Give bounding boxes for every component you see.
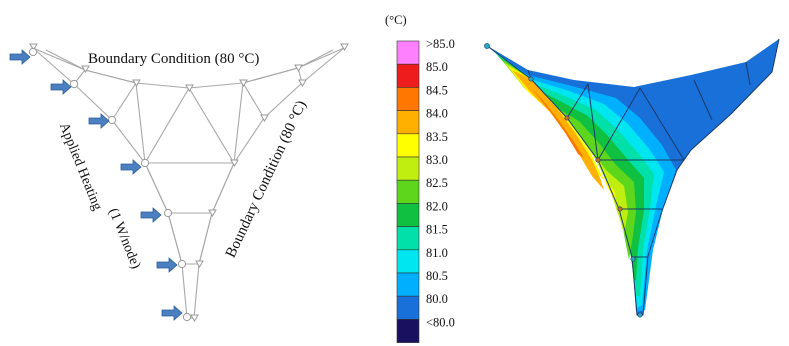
contour-member <box>597 87 641 161</box>
contour-nodes <box>484 43 643 318</box>
heated-node <box>107 115 117 125</box>
heat-arrow-icon <box>156 257 178 273</box>
legend-label: 82.5 <box>426 176 448 190</box>
legend-label: 80.5 <box>426 269 448 283</box>
right-boundary-label: Boundary Condition (80 °C) <box>223 98 310 260</box>
legend-unit: (°C) <box>385 13 407 27</box>
legend-swatch <box>396 133 420 158</box>
heated-node <box>163 208 173 218</box>
contour-outline <box>485 38 780 316</box>
support-triangle-icon <box>208 209 217 217</box>
legend-label: <80.0 <box>426 315 455 329</box>
support-triangle-icon <box>298 79 307 87</box>
heat-arrow-icon <box>120 159 142 175</box>
legend-swatch <box>396 249 420 274</box>
legend-swatch <box>396 40 420 65</box>
contour-node <box>528 76 534 82</box>
mesh-member <box>144 87 190 164</box>
temperature-contour <box>484 38 780 318</box>
heated-nodes <box>28 47 192 322</box>
heated-node <box>28 47 38 57</box>
support-triangle-icon <box>239 79 248 87</box>
heated-node <box>140 158 150 168</box>
contour-member <box>639 87 685 161</box>
heat-arrow-icon <box>140 207 162 223</box>
support-triangle-icon <box>81 65 90 73</box>
mesh-member <box>111 82 137 121</box>
mesh-member <box>188 87 235 164</box>
support-triangle-icon <box>185 84 194 92</box>
contour-node <box>617 206 623 212</box>
support-triangle-icon <box>230 159 239 167</box>
legend-label: 81.5 <box>426 223 448 237</box>
legend-swatch <box>396 179 420 204</box>
legend-swatch <box>396 110 420 135</box>
heated-node <box>182 312 192 322</box>
legend-label: >85.0 <box>426 37 455 51</box>
contour-node <box>484 43 490 49</box>
heat-arrow-icon <box>50 79 72 95</box>
support-triangle-icon <box>340 43 349 51</box>
legend-swatch <box>396 203 420 227</box>
top-boundary-label: Boundary Condition (80 °C) <box>88 51 259 67</box>
legend-swatch <box>396 63 420 88</box>
boundary-supports <box>29 43 349 322</box>
support-triangle-icon <box>29 43 38 51</box>
contour-member <box>745 61 751 86</box>
legend-label: 83.0 <box>426 153 448 167</box>
heat-arrow-icon <box>161 305 183 321</box>
heated-node <box>69 79 79 89</box>
support-triangle-icon <box>260 114 269 122</box>
support-triangle-icon <box>294 64 303 72</box>
legend-swatch <box>396 272 420 297</box>
legend-label: 82.0 <box>426 199 448 213</box>
support-triangle-icon <box>190 314 199 322</box>
heat-arrow-icon <box>88 113 110 129</box>
contour-member <box>566 83 589 119</box>
contour-band-84-0 <box>512 70 604 190</box>
legend-swatch <box>396 156 420 181</box>
legend-swatch <box>396 295 420 320</box>
legend-swatch <box>396 87 420 111</box>
contour-member <box>587 83 599 161</box>
legend-swatch <box>396 319 420 343</box>
heated-node <box>177 259 187 269</box>
legend-label: 80.0 <box>426 292 448 306</box>
contour-node <box>637 312 643 318</box>
contour-band-84-5 <box>530 86 584 158</box>
legend-label: 81.0 <box>426 246 448 260</box>
legend-label: 85.0 <box>426 60 448 74</box>
mesh-member <box>242 82 265 119</box>
applied-heating-label: Applied Heating <box>56 121 105 213</box>
legend-swatch <box>396 226 420 251</box>
mesh-inner-right <box>198 49 334 265</box>
contour-node <box>630 256 636 262</box>
contour-band-82-5 <box>500 58 636 260</box>
contour-node <box>595 157 601 163</box>
heat-arrow-icon <box>9 49 31 65</box>
legend-label: 83.5 <box>426 130 448 144</box>
contour-node <box>564 115 570 121</box>
mesh-inner-left <box>45 49 183 265</box>
support-triangle-icon <box>195 260 204 268</box>
contour-mesh-lines <box>485 38 780 316</box>
applied-heating-arrows <box>9 49 183 321</box>
contour-band-83-5 <box>508 66 618 208</box>
support-triangle-icon <box>132 79 141 87</box>
applied-heating-value: (1 W/node) <box>105 206 143 271</box>
legend-label: 84.0 <box>426 107 448 121</box>
legend-color-bar: >85.0 85.0 84.5 84.0 83.5 83.0 82.5 82.0 81.5 81.… <box>396 37 455 343</box>
contour-member <box>693 79 713 121</box>
legend-label: 84.5 <box>426 83 448 97</box>
